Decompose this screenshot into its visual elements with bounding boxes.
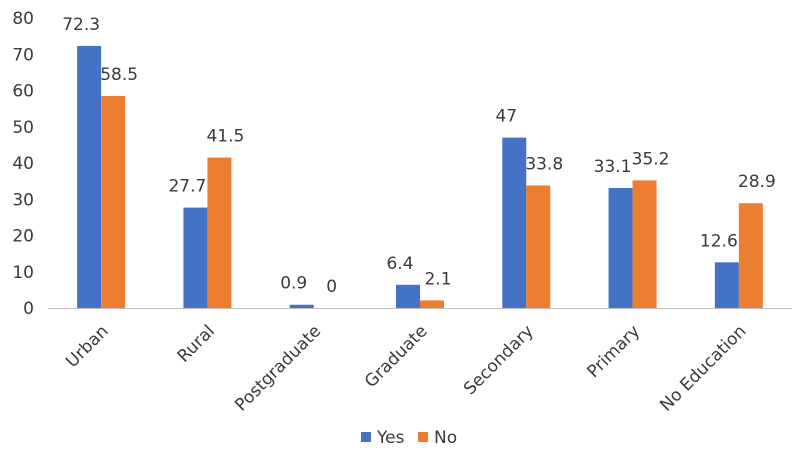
bars [77,45,763,308]
bar-yes-urban [77,45,102,308]
data-label-yes: 72.3 [62,15,100,35]
category-label: Primary [584,321,645,382]
y-tick-label: 80 [12,9,34,29]
legend-label-no[interactable]: No [434,428,457,448]
y-tick-label: 50 [12,118,34,138]
data-label-yes: 47 [495,107,517,127]
data-label-no: 41.5 [206,127,244,147]
bar-yes-graduate [396,284,420,308]
bar-yes-no-education [714,262,739,308]
data-label-no: 2.1 [424,269,451,289]
category-labels: Urban Rural Postgraduate Graduate Secondary P… [62,321,750,415]
bar-no-graduate [420,300,444,308]
bar-yes-secondary [502,137,527,308]
bar-no-rural [207,157,232,308]
data-label-yes: 6.4 [386,254,413,274]
y-tick-label: 10 [12,263,34,283]
bar-yes-primary [608,188,633,308]
bar-no-secondary [526,185,551,308]
data-label-no: 28.9 [738,172,776,192]
y-tick-label: 30 [12,190,34,210]
category-label: Postgraduate [231,321,325,415]
bar-yes-postgraduate [289,304,314,308]
data-label-yes: 27.7 [168,177,206,197]
legend[interactable]: Yes No [361,428,457,448]
data-label-no: 33.8 [525,154,563,174]
data-label-no: 35.2 [632,149,670,169]
data-label-no: 58.5 [100,65,138,85]
category-label: Secondary [460,321,538,399]
y-tick-label: 20 [12,227,34,247]
y-axis-ticks: 0 10 20 30 40 50 60 70 80 [12,9,34,319]
y-tick-label: 40 [12,154,34,174]
bar-no-urban [101,95,126,308]
data-label-yes: 12.6 [700,231,738,251]
bar-no-primary [632,180,657,308]
category-label: Rural [174,321,219,366]
data-labels: 72.3 58.5 27.7 41.5 0.9 0 6.4 2.1 47 33.8 33.1 35.2… [62,15,776,297]
y-tick-label: 0 [23,299,34,319]
bar-yes-rural [183,207,208,308]
data-label-yes: 33.1 [594,157,632,177]
category-label: Urban [62,321,113,372]
y-tick-label: 60 [12,82,34,102]
y-tick-label: 70 [12,45,34,65]
legend-label-yes[interactable]: Yes [376,428,405,448]
data-label-no: 0 [326,277,337,297]
bar-no-no-education [738,203,763,308]
legend-swatch-yes [361,432,371,442]
category-label: Graduate [361,321,431,391]
category-label: No Education [656,321,750,415]
data-label-yes: 0.9 [280,274,307,294]
legend-swatch-no [418,432,428,442]
